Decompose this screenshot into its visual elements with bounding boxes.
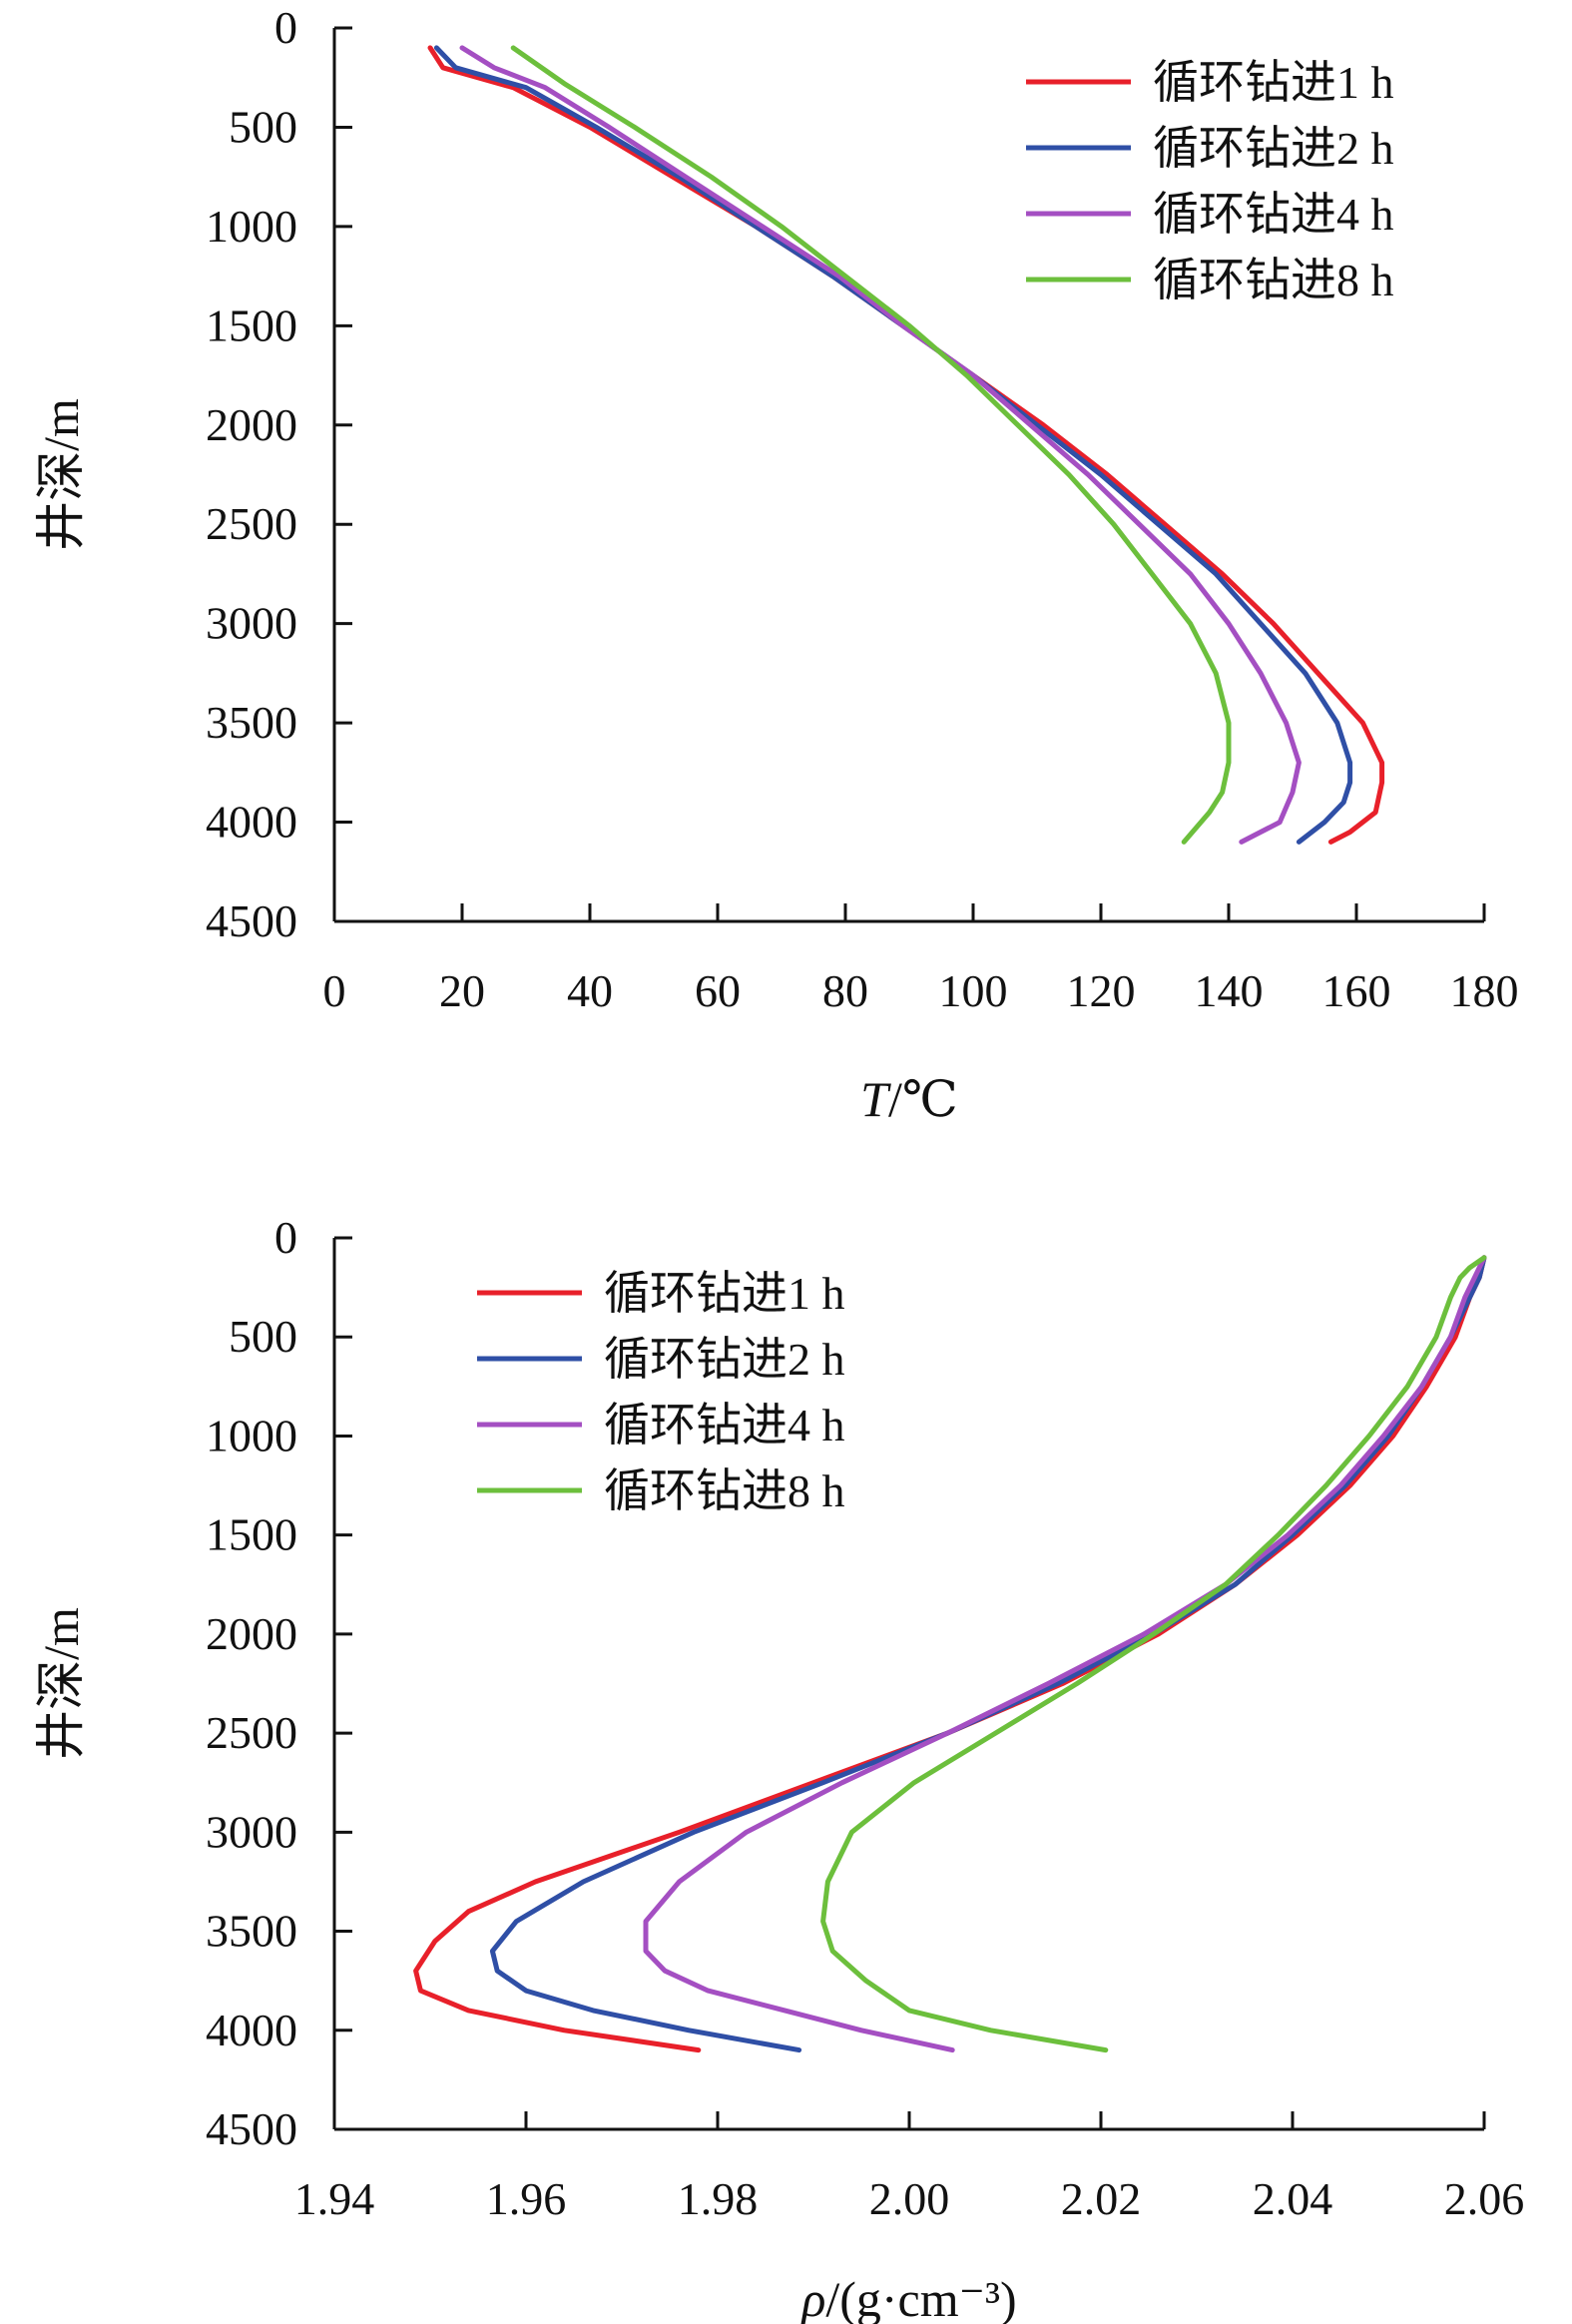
legend: 循环钻进1 h 循环钻进2 h 循环钻进4 h 循环钻进8 h (477, 1268, 845, 1516)
x-tick-label: 180 (1450, 965, 1519, 1016)
series-line-4 (510, 45, 1232, 845)
series-line-1 (427, 45, 1385, 845)
y-tick-label: 4500 (206, 895, 297, 946)
y-tick-label: 4500 (206, 2103, 297, 2154)
y-tick-label: 1500 (206, 1509, 297, 1560)
x-tick-label: 1.96 (486, 2173, 567, 2224)
y-tick-label: 3500 (206, 697, 297, 748)
x-tick-label: 60 (695, 965, 741, 1016)
y-tick-label: 2500 (206, 498, 297, 549)
y-tick-label: 4000 (206, 797, 297, 848)
y-tick-label: 1000 (206, 201, 297, 252)
y-tick-label: 1500 (206, 299, 297, 350)
y-tick-label: 3000 (206, 1806, 297, 1857)
y-tick-label: 500 (229, 101, 297, 152)
x-tick-label: 100 (939, 965, 1008, 1016)
legend-label-1: 循环钻进1 h (604, 1268, 845, 1319)
legend: 循环钻进1 h 循环钻进2 h 循环钻进4 h 循环钻进8 h (1026, 57, 1394, 305)
series-line-3 (643, 1255, 1487, 2053)
series-line-3 (459, 45, 1302, 845)
y-tick-label: 4000 (206, 2005, 297, 2055)
x-axis-title: T/℃ (860, 1071, 958, 1127)
x-tick-label: 2.00 (869, 2173, 950, 2224)
y-tick-label: 2500 (206, 1707, 297, 1758)
y-tick-label: 1000 (206, 1410, 297, 1460)
x-tick-label: 1.94 (294, 2173, 375, 2224)
legend-label-3: 循环钻进4 h (604, 1400, 845, 1451)
series-line-2 (433, 45, 1353, 845)
legend-label-4: 循环钻进8 h (604, 1465, 845, 1516)
y-tick-label: 2000 (206, 1608, 297, 1659)
x-tick-label: 2.04 (1253, 2173, 1333, 2224)
legend-label-4: 循环钻进8 h (1153, 255, 1394, 305)
y-tick-label: 0 (274, 2, 297, 53)
x-tick-label: 2.02 (1061, 2173, 1142, 2224)
chart-2: 0 500 1000 1500 2000 2500 3000 3500 4000 4500 1.94… (33, 1212, 1524, 2324)
y-axis-title: 井深/m (33, 1607, 89, 1760)
x-tick-label: 140 (1195, 965, 1264, 1016)
y-axis-title: 井深/m (33, 398, 89, 551)
legend-label-3: 循环钻进4 h (1153, 189, 1394, 240)
y-tick-label: 2000 (206, 399, 297, 450)
x-tick-label: 40 (567, 965, 613, 1016)
x-tick-label: 1.98 (678, 2173, 759, 2224)
legend-label-2: 循环钻进2 h (604, 1334, 845, 1385)
x-tick-label: 20 (439, 965, 485, 1016)
series-line-1 (413, 1255, 1487, 2053)
y-tick-label: 500 (229, 1311, 297, 1362)
x-tick-label: 120 (1067, 965, 1136, 1016)
chart-1: 0 500 1000 1500 2000 2500 3000 3500 4000 4500 0 20 4… (33, 2, 1519, 1127)
y-tick-label: 3500 (206, 1906, 297, 1957)
x-tick-label: 160 (1322, 965, 1391, 1016)
x-axis-title: ρ/(g·cm⁻³) (799, 2271, 1016, 2324)
legend-label-1: 循环钻进1 h (1153, 57, 1394, 108)
y-tick-label: 0 (274, 1212, 297, 1263)
y-tick-label: 3000 (206, 598, 297, 649)
x-tick-label: 0 (323, 965, 346, 1016)
legend-label-2: 循环钻进2 h (1153, 123, 1394, 174)
x-tick-label: 2.06 (1444, 2173, 1525, 2224)
x-tick-label: 80 (822, 965, 868, 1016)
series-line-4 (820, 1255, 1487, 2053)
